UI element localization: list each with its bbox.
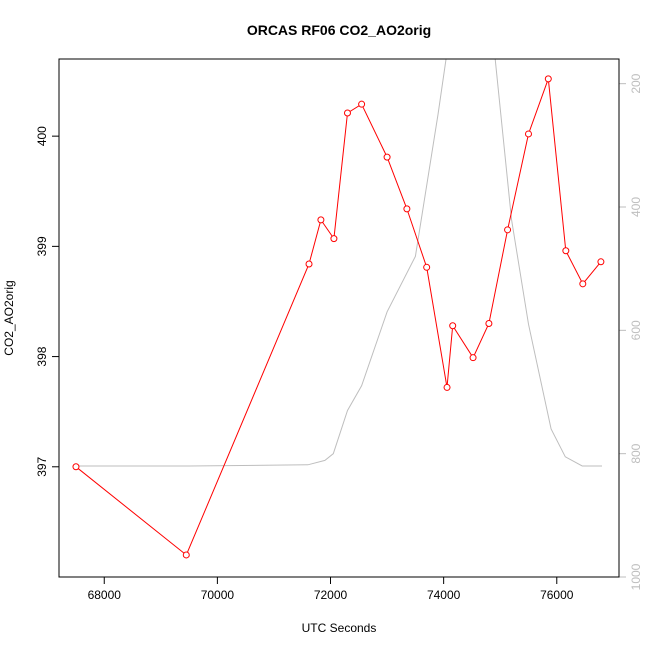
- pressure-series: [76, 59, 602, 467]
- plot-frame: [58, 58, 620, 578]
- co2-point: [330, 235, 338, 243]
- co2-point: [562, 247, 570, 255]
- y-tick-label: 397: [35, 456, 49, 476]
- y-tick-label: 399: [35, 236, 49, 256]
- y2-tick-label: 800: [629, 443, 643, 463]
- y2-tick-label: 200: [629, 73, 643, 93]
- co2-point: [597, 258, 605, 266]
- y2-tick-label: 1000: [629, 563, 643, 590]
- co2-point: [544, 75, 552, 83]
- co2-point: [72, 463, 80, 471]
- x-tick-label: 72000: [314, 588, 348, 602]
- co2-point: [182, 551, 190, 559]
- co2-point: [469, 354, 477, 362]
- co2-point: [449, 322, 457, 330]
- co2-point: [423, 263, 431, 271]
- x-tick-label: 68000: [88, 588, 122, 602]
- co2-point: [485, 320, 493, 328]
- y-tick-label: 398: [35, 346, 49, 366]
- co2-point: [343, 109, 351, 117]
- y2-tick-label: 400: [629, 197, 643, 217]
- co2-point: [524, 130, 532, 138]
- co2-line: [75, 78, 602, 556]
- co2-point: [358, 100, 366, 108]
- x-tick-label: 70000: [201, 588, 235, 602]
- co2-point: [443, 383, 451, 391]
- co2-point: [305, 260, 313, 268]
- co2-point: [383, 153, 391, 161]
- co2-point: [579, 280, 587, 288]
- pressure-line: [76, 59, 602, 467]
- x-axis-label: UTC Seconds: [302, 621, 377, 635]
- x-tick-label: 74000: [427, 588, 461, 602]
- co2-series: [72, 75, 605, 559]
- y2-tick-label: 600: [629, 320, 643, 340]
- y-axis-label: CO2_AO2orig: [2, 280, 16, 355]
- co2-point: [403, 205, 411, 213]
- chart-title: ORCAS RF06 CO2_AO2orig: [247, 22, 431, 38]
- axes: 68000 70000 72000 74000 76000 397 398 399 400 200…: [35, 73, 643, 602]
- co2-point: [504, 226, 512, 234]
- y-tick-label: 400: [35, 126, 49, 146]
- co2-point: [317, 216, 325, 224]
- x-tick-label: 76000: [540, 588, 574, 602]
